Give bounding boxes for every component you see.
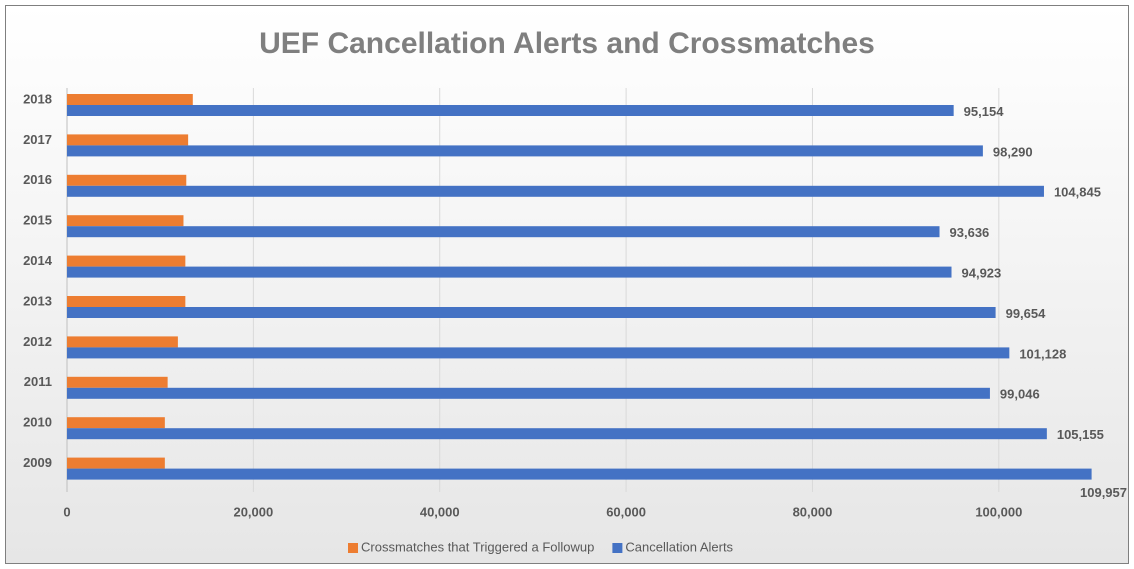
x-tick-label: 100,000 (975, 504, 1022, 519)
y-tick-label: 2017 (23, 132, 52, 147)
y-tick-label: 2014 (23, 253, 53, 268)
bar (67, 428, 1047, 440)
bar (67, 387, 990, 399)
x-tick-label: 60,000 (606, 504, 646, 519)
data-label: 99,046 (1000, 387, 1040, 402)
legend-label: Cancellation Alerts (625, 539, 733, 554)
data-label: 101,128 (1019, 346, 1066, 361)
data-label: 99,654 (1006, 306, 1047, 321)
data-label: 94,923 (962, 266, 1002, 281)
data-label: 104,845 (1054, 185, 1101, 200)
x-tick-label: 0 (63, 504, 70, 519)
y-tick-label: 2018 (23, 91, 52, 106)
y-tick-label: 2016 (23, 172, 52, 187)
chart-title: UEF Cancellation Alerts and Crossmatches (259, 27, 875, 60)
bar (67, 296, 186, 307)
bar (67, 94, 193, 105)
bar (67, 185, 1044, 197)
bar (67, 336, 178, 348)
bar (67, 266, 952, 278)
bar (67, 134, 189, 146)
y-tick-label: 2013 (23, 293, 52, 308)
chart-frame (5, 5, 1129, 564)
y-tick-label: 2012 (23, 334, 52, 349)
x-tick-label: 20,000 (233, 504, 273, 519)
x-tick-label: 80,000 (793, 504, 833, 519)
bar (67, 226, 940, 238)
data-label: 105,155 (1057, 427, 1104, 442)
y-tick-label: 2015 (23, 213, 52, 228)
x-tick-label: 40,000 (420, 504, 460, 519)
data-label: 98,290 (993, 144, 1033, 159)
legend-label: Crossmatches that Triggered a Followup (361, 539, 594, 554)
bar (67, 457, 165, 469)
y-tick-label: 2010 (23, 415, 52, 430)
bar (67, 417, 165, 429)
data-label: 109,957 (1080, 485, 1127, 500)
bar (67, 307, 996, 318)
bar (67, 347, 1010, 359)
y-tick-label: 2011 (24, 374, 52, 389)
bar (67, 255, 186, 267)
y-tick-label: 2009 (23, 455, 52, 470)
bar (67, 215, 184, 227)
legend-swatch (612, 543, 623, 553)
bar (67, 105, 954, 116)
data-label: 95,154 (964, 104, 1005, 119)
data-label: 93,636 (950, 225, 990, 240)
bar (67, 174, 187, 186)
bar (67, 145, 983, 157)
bar (67, 376, 168, 388)
bar (67, 468, 1092, 480)
legend-swatch (348, 543, 358, 553)
